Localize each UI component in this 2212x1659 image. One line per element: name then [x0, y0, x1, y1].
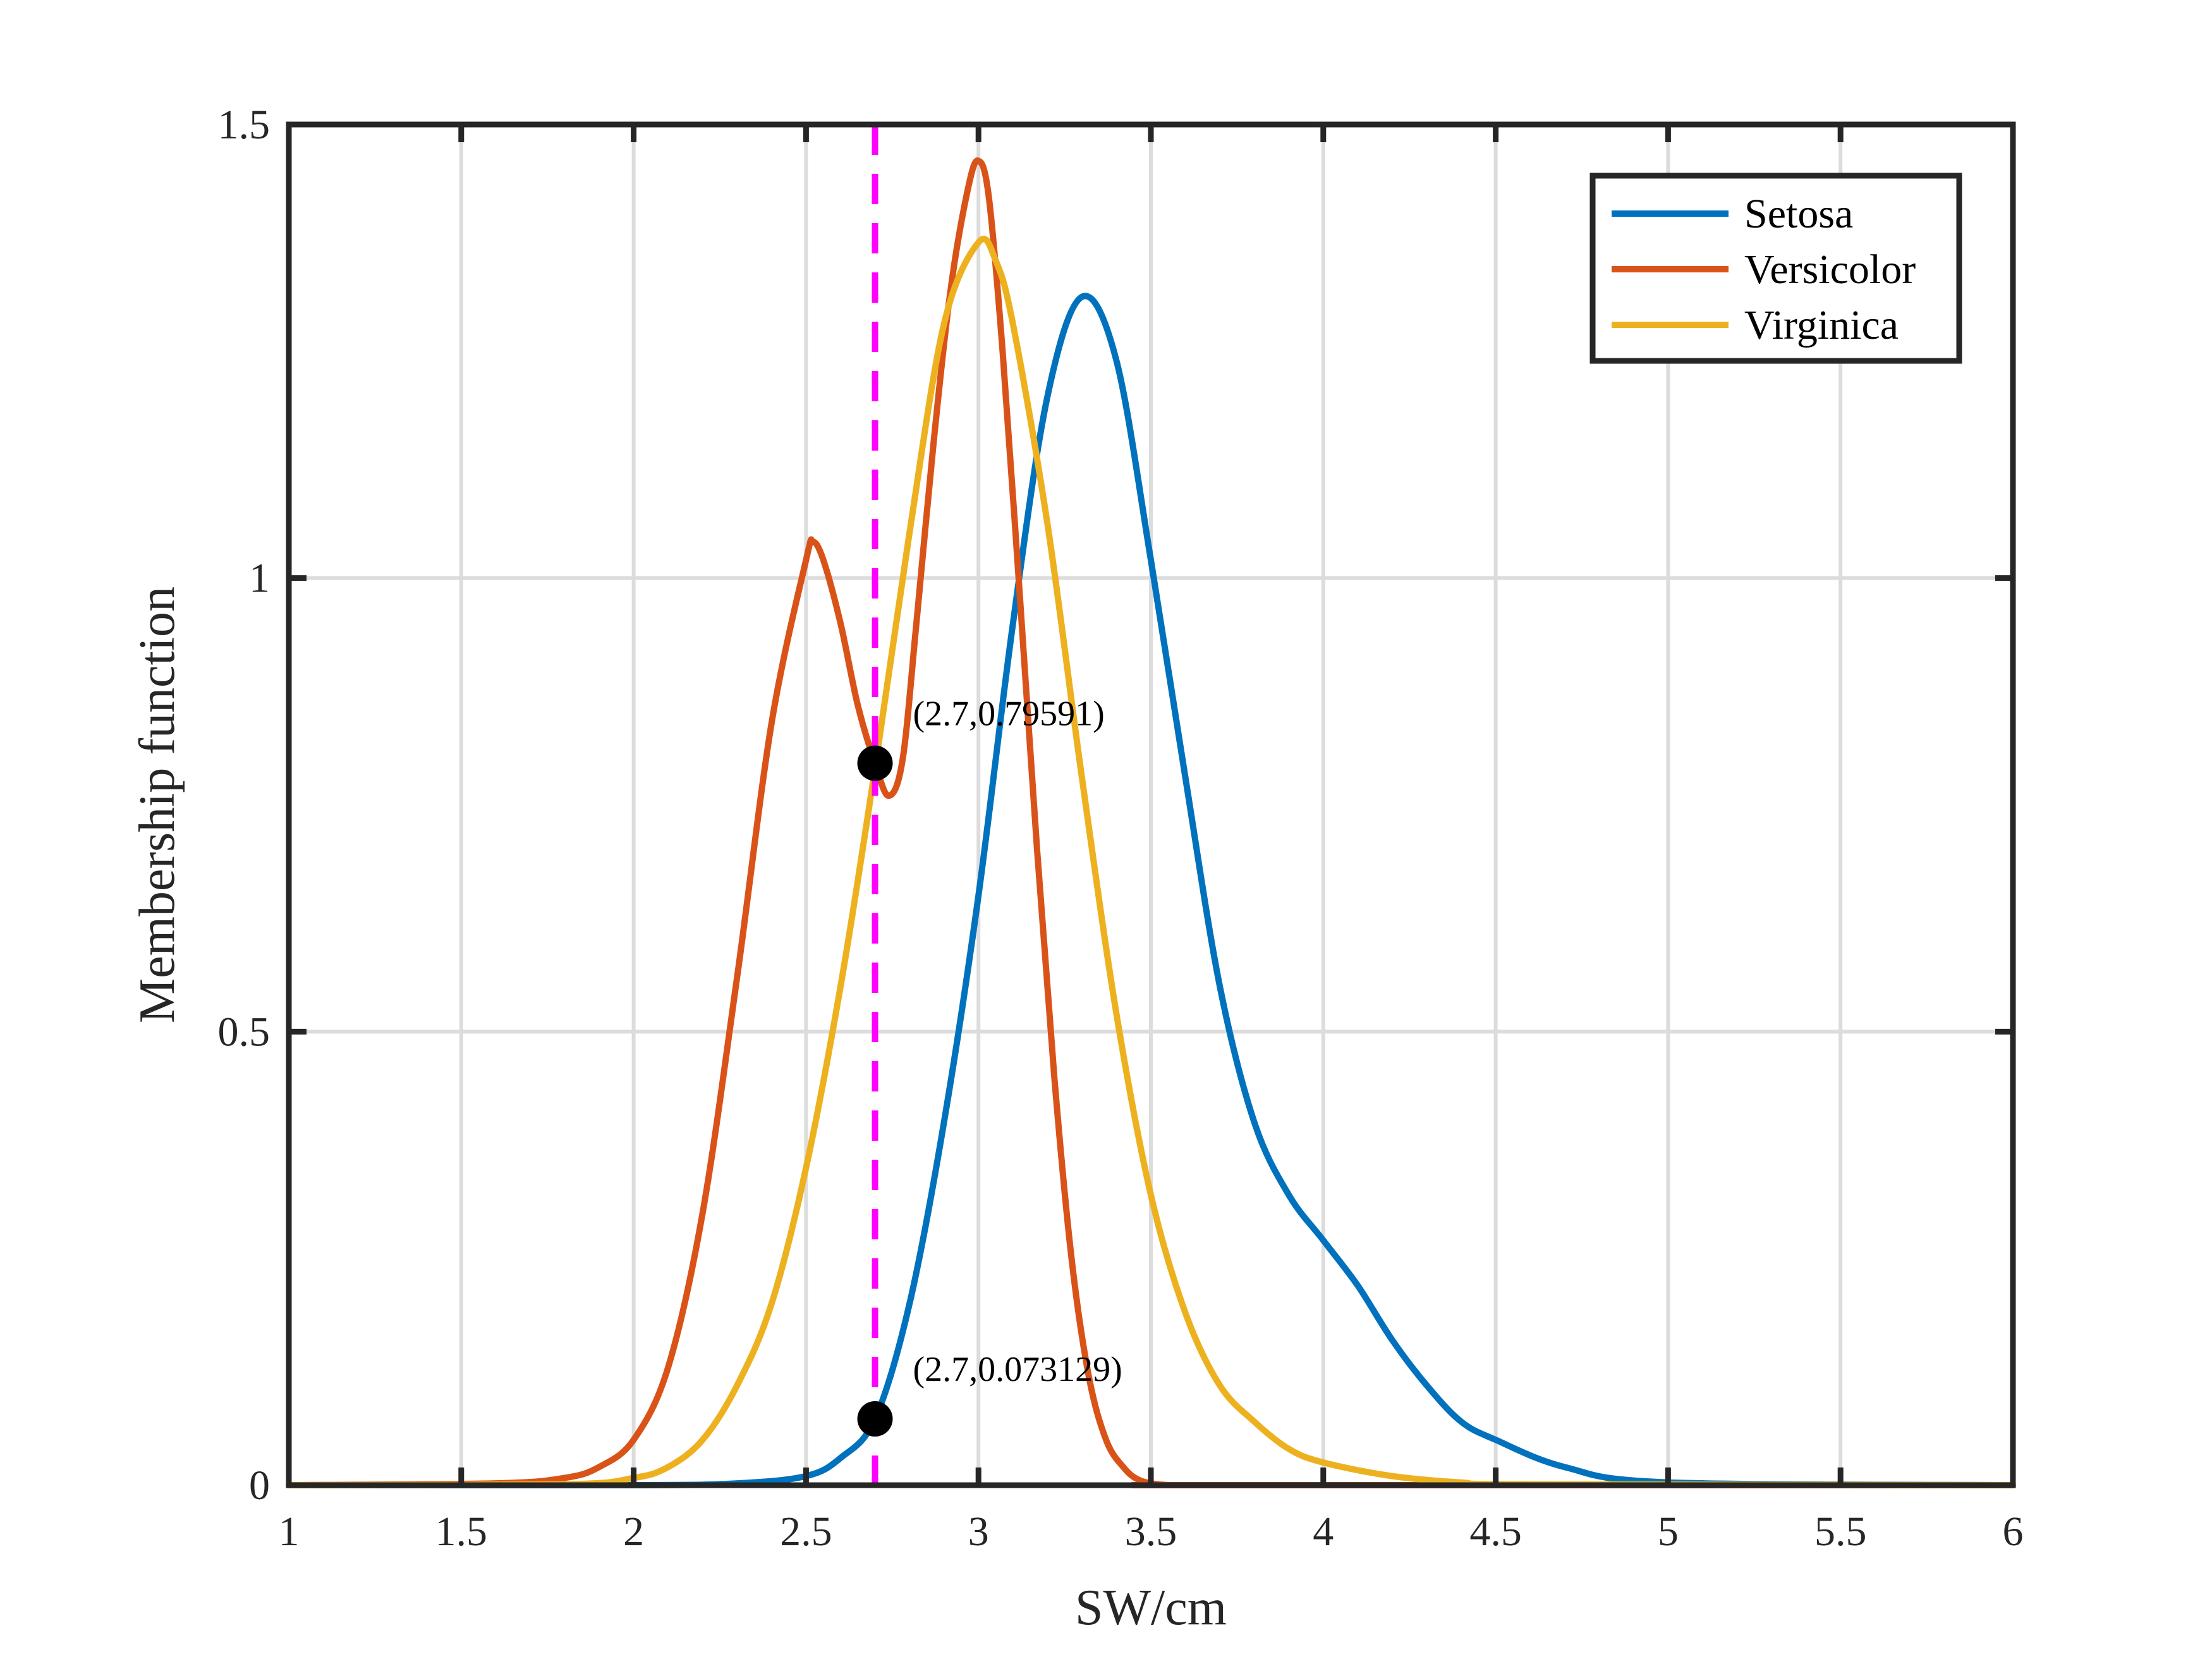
x-tick-label: 6 [2003, 1509, 2024, 1555]
x-axis-label: SW/cm [1075, 1580, 1227, 1636]
x-tick-label: 4.5 [1469, 1509, 1522, 1555]
annotation-marker [857, 745, 893, 781]
x-tick-label: 1 [279, 1509, 300, 1555]
annotations: (2.7,0.79591) (2.7,0.073129) [857, 695, 1122, 1437]
y-tick-label: 1 [249, 556, 270, 602]
x-tick-label: 5.5 [1814, 1509, 1867, 1555]
ticks [286, 121, 2016, 1488]
tick-labels: 1 1.5 2 2.5 3 3.5 4 4.5 5 5.5 6 0 0.5 1 1.5 [218, 102, 2024, 1555]
legend[interactable]: Setosa Versicolor Virginica [1589, 173, 1962, 364]
series-lines [286, 157, 2016, 1489]
x-tick-label: 2.5 [780, 1509, 832, 1555]
x-tick-label: 2 [623, 1509, 644, 1555]
series-line-setosa [286, 293, 2016, 1489]
x-tick-label: 4 [1313, 1509, 1334, 1555]
y-tick-label: 1.5 [218, 102, 270, 148]
annotation-label: (2.7,0.79591) [913, 695, 1105, 734]
annotation-marker [857, 1401, 893, 1437]
legend-label-virginica: Virginica [1744, 302, 1899, 348]
x-tick-label: 1.5 [435, 1509, 488, 1555]
x-tick-label: 3 [968, 1509, 989, 1555]
y-tick-label: 0.5 [218, 1009, 270, 1055]
x-tick-label: 5 [1658, 1509, 1679, 1555]
y-axis-label: Membership function [130, 586, 185, 1023]
y-tick-label: 0 [249, 1462, 270, 1509]
legend-label-versicolor: Versicolor [1744, 246, 1916, 293]
x-tick-label: 3.5 [1125, 1509, 1177, 1555]
legend-label-setosa: Setosa [1744, 191, 1853, 237]
series-line-versicolor [286, 157, 2016, 1489]
annotation-label: (2.7,0.073129) [913, 1350, 1122, 1389]
series-line-virginica [286, 236, 2016, 1488]
